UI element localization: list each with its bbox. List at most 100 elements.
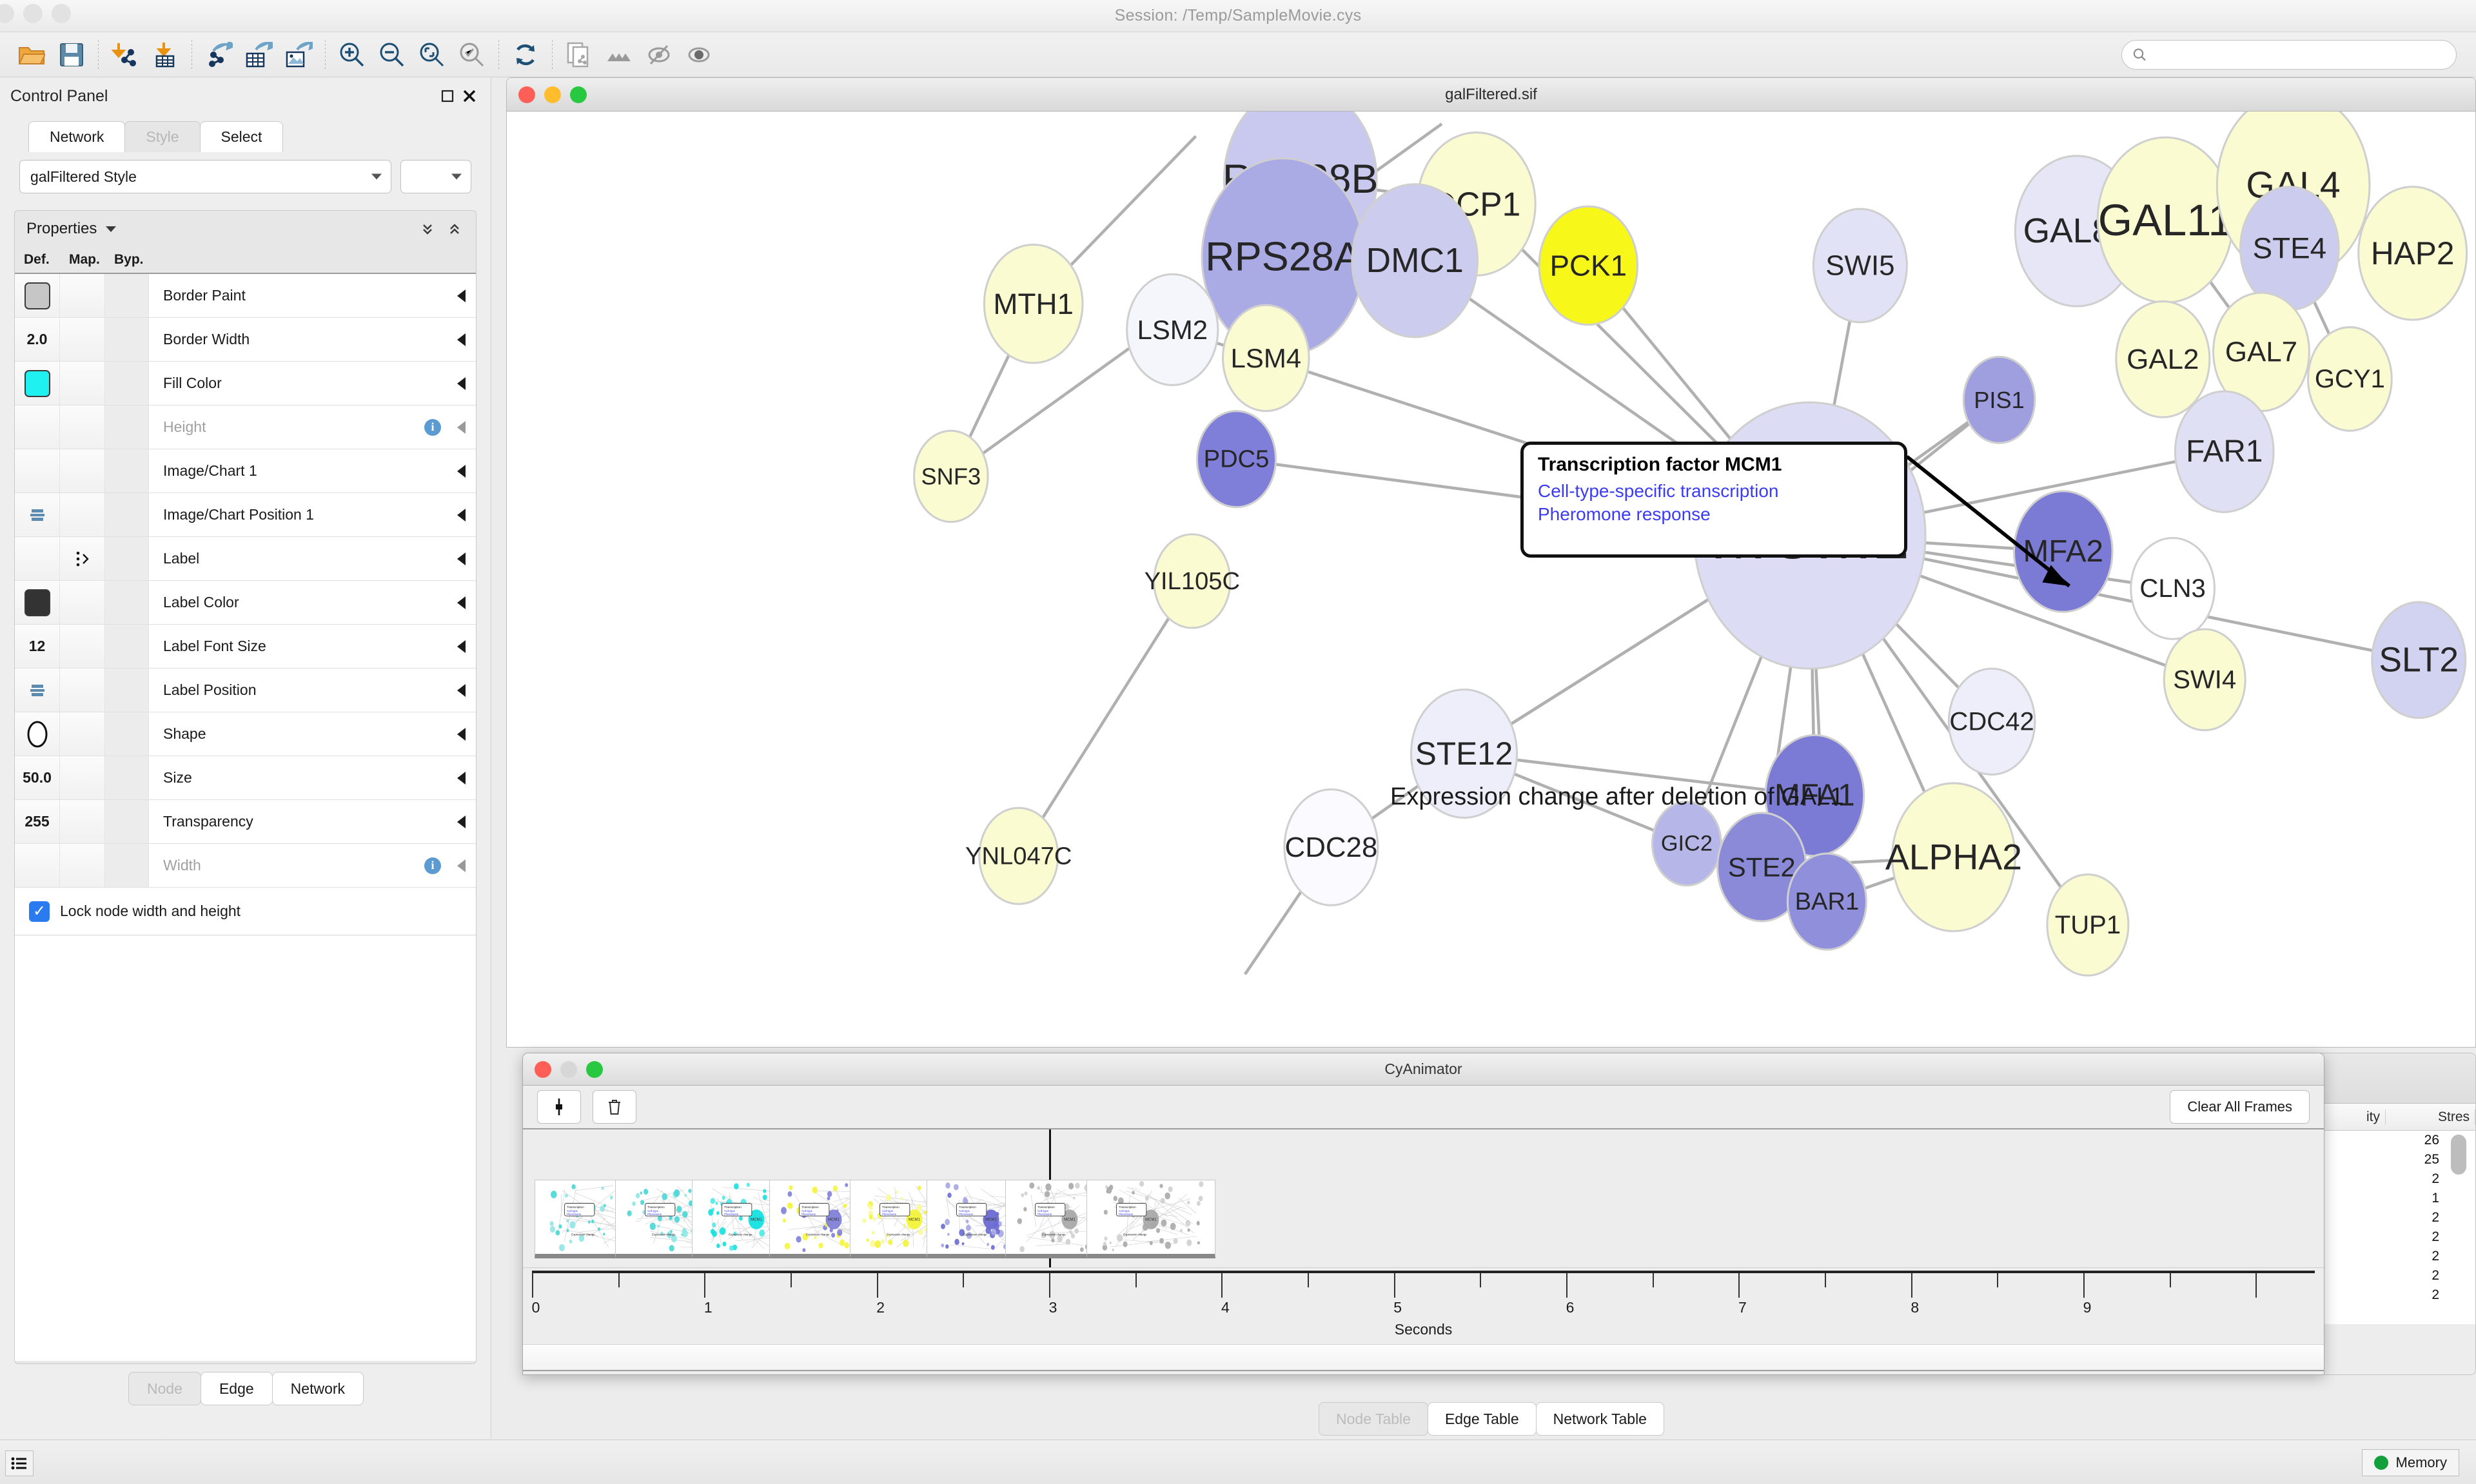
property-row[interactable]: 255 Transparency [15,800,476,844]
property-row[interactable]: Label Color [15,581,476,625]
table-row[interactable]: 1 [2432,1191,2439,1206]
network-node[interactable]: TUP1 [2046,873,2130,977]
animation-frame[interactable]: MCM1 Transcription Cell-type Pheromone Expre… [1086,1180,1215,1258]
layout-icon[interactable] [599,37,639,73]
expand-property-arrow-icon[interactable] [446,581,476,624]
delete-frame-button[interactable] [593,1090,636,1124]
property-default-cell[interactable] [15,274,60,317]
property-row[interactable]: Height i [15,405,476,449]
property-row[interactable]: Fill Color [15,362,476,405]
add-frame-button[interactable] [537,1090,581,1124]
property-row[interactable]: Image/Chart 1 [15,449,476,493]
network-node[interactable]: ALPHA2 [1885,782,2022,932]
collapse-all-icon[interactable] [422,222,437,235]
network-node[interactable]: SNF3 [913,429,989,523]
property-mapping-cell[interactable] [60,362,105,405]
expand-property-arrow-icon[interactable] [446,318,476,361]
table-row[interactable]: 26 [2424,1133,2439,1147]
properties-expand-controls[interactable] [422,222,464,235]
network-node[interactable]: FAR1 [2174,390,2275,513]
network-node[interactable]: CLN3 [2130,536,2216,640]
table-scrollbar[interactable] [2451,1135,2466,1328]
property-default-cell[interactable] [15,449,60,493]
property-default-cell[interactable] [15,581,60,624]
expand-property-arrow-icon[interactable] [446,844,476,887]
property-default-cell[interactable] [15,712,60,756]
style-dropdown[interactable]: galFiltered Style [19,160,391,193]
tab-select[interactable]: Select [199,121,284,152]
tab-edge[interactable]: Edge [200,1372,273,1405]
property-bypass-cell[interactable] [105,537,149,580]
table-row[interactable]: 2 [2432,1287,2439,1302]
network-node[interactable]: PDC5 [1195,410,1277,509]
export-image-icon[interactable] [279,37,319,73]
property-bypass-cell[interactable] [105,800,149,843]
property-default-cell[interactable]: 50.0 [15,756,60,799]
network-window-traffic-lights[interactable] [518,86,587,103]
expand-property-arrow-icon[interactable] [446,274,476,317]
expand-property-arrow-icon[interactable] [446,625,476,668]
expand-property-arrow-icon[interactable] [446,800,476,843]
property-bypass-cell[interactable] [105,712,149,756]
network-canvas[interactable]: RPS28BDCP1RPS28ADMC1PCK1SWI5GAL80GAL11GA… [507,112,2475,1047]
expand-property-arrow-icon[interactable] [446,362,476,405]
property-bypass-cell[interactable] [105,669,149,712]
tab-node[interactable]: Node [128,1372,201,1405]
import-table-icon[interactable] [145,37,185,73]
table-row[interactable]: 2 [2432,1268,2439,1283]
expand-property-arrow-icon[interactable] [446,405,476,449]
lock-node-size-checkbox[interactable]: ✓ [29,901,50,922]
network-edge[interactable] [1464,752,1815,797]
new-network-icon[interactable] [559,37,599,73]
network-node[interactable]: HAP2 [2357,186,2468,321]
minimize-window-light[interactable] [544,86,561,103]
zoom-in-icon[interactable] [332,37,372,73]
search-box[interactable] [2121,40,2457,70]
zoom-selected-icon[interactable] [452,37,492,73]
network-node[interactable]: CDC28 [1283,788,1379,906]
app-minimize-light[interactable] [23,4,43,23]
property-bypass-cell[interactable] [105,625,149,668]
network-node[interactable]: CDC42 [1947,667,2036,776]
color-swatch-icon[interactable] [24,369,50,397]
network-edge[interactable] [1017,580,1194,857]
network-node[interactable]: SWI4 [2163,628,2246,732]
property-row[interactable]: Border Paint [15,274,476,318]
expand-property-arrow-icon[interactable] [446,756,476,799]
zoom-window-light[interactable] [570,86,587,103]
property-mapping-cell[interactable] [60,493,105,536]
tab-edge-table[interactable]: Edge Table [1427,1402,1537,1436]
tab-style[interactable]: Style [124,121,201,152]
property-mapping-cell[interactable] [60,712,105,756]
network-node[interactable]: GCY1 [2306,326,2393,432]
zoom-out-icon[interactable] [372,37,412,73]
info-icon[interactable]: i [424,418,441,436]
refresh-icon[interactable] [506,37,545,73]
show-all-icon[interactable] [679,37,719,73]
float-panel-icon[interactable] [437,85,458,107]
network-node[interactable]: BAR1 [1786,852,1868,951]
export-network-icon[interactable] [199,37,239,73]
property-row[interactable]: Image/Chart Position 1 [15,493,476,537]
network-node[interactable]: SWI5 [1812,208,1908,324]
property-default-cell[interactable] [15,537,60,580]
property-bypass-cell[interactable] [105,405,149,449]
table-row[interactable]: 2 [2432,1210,2439,1225]
style-options-button[interactable] [400,160,471,193]
hide-selected-icon[interactable] [639,37,679,73]
property-bypass-cell[interactable] [105,581,149,624]
expand-property-arrow-icon[interactable] [446,712,476,756]
table-row[interactable]: 2 [2432,1229,2439,1244]
network-node[interactable]: YNL047C [965,806,1072,905]
property-mapping-cell[interactable] [60,669,105,712]
chevron-down-icon[interactable] [106,226,117,232]
property-mapping-cell[interactable] [60,405,105,449]
table-row[interactable]: 2 [2432,1249,2439,1264]
column-header-ity[interactable]: ity [2296,1109,2386,1125]
property-default-cell[interactable] [15,844,60,887]
property-row[interactable]: 2.0 Border Width [15,318,476,362]
app-close-light[interactable] [0,4,14,23]
property-mapping-cell[interactable] [60,800,105,843]
property-bypass-cell[interactable] [105,362,149,405]
export-table-icon[interactable] [239,37,279,73]
